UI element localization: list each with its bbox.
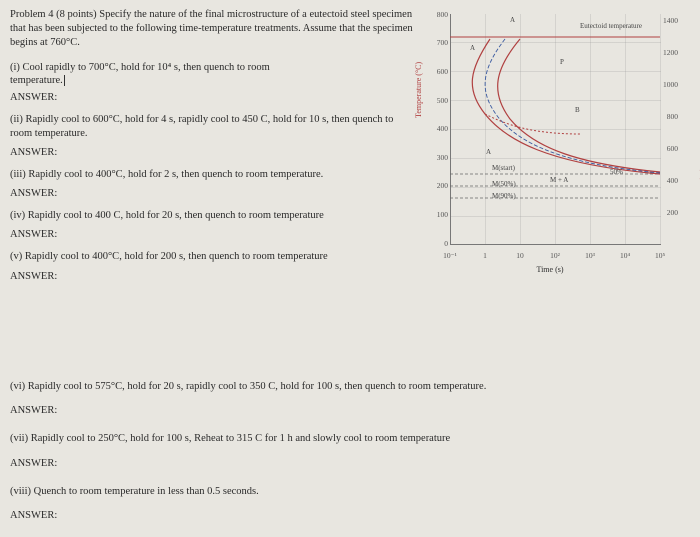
- xlabel: Time (s): [420, 265, 680, 274]
- ytickr-1400: 1400: [663, 16, 678, 25]
- xtick-3: 10²: [550, 251, 560, 260]
- problem-heading: Problem 4 (8 points) Specify the nature …: [10, 8, 414, 51]
- ytick-300: 300: [430, 153, 448, 162]
- xtick-2: 10: [516, 251, 524, 260]
- part-i: (i) Cool rapidly to 700°C, hold for 10⁴ …: [10, 61, 414, 75]
- ytick-200: 200: [430, 181, 448, 190]
- answer-label-3: ANSWER:: [10, 188, 414, 199]
- ytick-700: 700: [430, 38, 448, 47]
- answer-label-6: ANSWER:: [0, 404, 700, 422]
- annot-A3: A: [486, 148, 491, 156]
- ytick-800: 800: [430, 10, 448, 19]
- ytickr-600: 600: [667, 144, 678, 153]
- ytick-100: 100: [430, 210, 448, 219]
- part-vii: (vii) Rapidly cool to 250°C, hold for 10…: [0, 432, 700, 450]
- part-i-cursor: temperature.: [10, 75, 414, 86]
- annot-m50: M(50%): [492, 180, 516, 188]
- answer-label-7: ANSWER:: [0, 457, 700, 475]
- annot-eutectoid: Eutectoid temperature: [580, 22, 642, 30]
- answer-label-4: ANSWER:: [10, 229, 414, 240]
- answer-label-5: ANSWER:: [10, 271, 414, 282]
- part-v: (v) Rapidly cool to 400°C, hold for 200 …: [10, 250, 414, 264]
- xtick-6: 10⁵: [655, 251, 665, 260]
- part-iv: (iv) Rapidly cool to 400 C, hold for 20 …: [10, 209, 414, 223]
- ttt-diagram: 800 700 600 500 400 300 200 100 0 1400 1…: [420, 8, 680, 278]
- annot-B: B: [575, 106, 580, 114]
- annot-50: 50%: [610, 168, 623, 176]
- annot-A2: A: [470, 44, 475, 52]
- part-viii: (viii) Quench to room temperature in les…: [0, 485, 700, 503]
- ytickr-1200: 1200: [663, 48, 678, 57]
- ytickr-800: 800: [667, 112, 678, 121]
- annot-mstart: M(start): [492, 164, 515, 172]
- answer-label-1: ANSWER:: [10, 92, 414, 103]
- annot-A1: A: [510, 16, 515, 24]
- xtick-4: 10³: [585, 251, 595, 260]
- ylabel-left: Temperature (°C): [414, 62, 423, 118]
- part-vi: (vi) Rapidly cool to 575°C, hold for 20 …: [0, 380, 700, 398]
- annot-m90: M(90%): [492, 192, 516, 200]
- part-iii: (iii) Rapidly cool to 400°C, hold for 2 …: [10, 168, 414, 182]
- annot-P: P: [560, 58, 564, 66]
- answer-label-2: ANSWER:: [10, 147, 414, 158]
- xtick-1: 1: [483, 251, 487, 260]
- ytick-400: 400: [430, 124, 448, 133]
- ytickr-200: 200: [667, 208, 678, 217]
- ytickr-1000: 1000: [663, 80, 678, 89]
- part-ii: (ii) Rapidly cool to 600°C, hold for 4 s…: [10, 113, 414, 141]
- ytick-0: 0: [430, 239, 448, 248]
- ttt-curves: [450, 14, 660, 244]
- ytickr-400: 400: [667, 176, 678, 185]
- annot-ma: M + A: [550, 176, 568, 184]
- answer-label-8: ANSWER:: [0, 509, 700, 527]
- xtick-0: 10⁻¹: [443, 251, 457, 260]
- ytick-500: 500: [430, 96, 448, 105]
- xtick-5: 10⁴: [620, 251, 630, 260]
- ytick-600: 600: [430, 67, 448, 76]
